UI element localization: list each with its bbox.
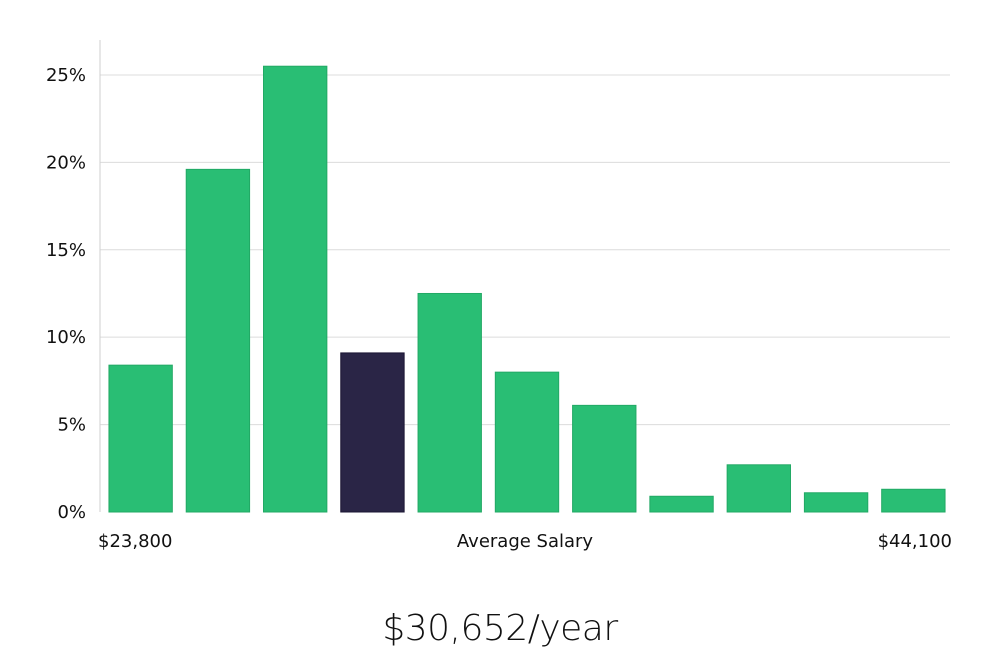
- histogram-bar-highlighted: [340, 352, 405, 513]
- y-tick-label: 5%: [57, 415, 86, 436]
- y-tick-label: 25%: [46, 65, 86, 86]
- histogram-bar: [494, 371, 560, 513]
- histogram-bar: [649, 495, 714, 513]
- y-tick-label: 10%: [46, 327, 86, 348]
- histogram-bar: [881, 488, 946, 513]
- histogram-bar: [263, 65, 328, 513]
- y-tick-label: 0%: [57, 502, 86, 523]
- bars-layer: [108, 65, 946, 513]
- histogram-bar: [726, 464, 791, 513]
- average-salary-value: $30,652/year: [382, 608, 618, 649]
- histogram-bar: [185, 168, 251, 513]
- histogram-bar: [572, 404, 637, 513]
- x-axis-title: Average Salary: [457, 531, 594, 552]
- y-axis-ticks: 0% 5% 10% 15% 20% 25%: [46, 65, 86, 523]
- x-min-label: $23,800: [98, 531, 172, 552]
- y-tick-label: 15%: [46, 240, 86, 261]
- x-max-label: $44,100: [878, 531, 952, 552]
- histogram-svg: 0%5%10%15%20%25% $23,800 Average Salary …: [46, 40, 952, 552]
- histogram-bar: [417, 292, 482, 513]
- histogram-bar: [803, 492, 869, 513]
- histogram-bar: [108, 364, 173, 513]
- y-tick-label: 20%: [46, 152, 86, 173]
